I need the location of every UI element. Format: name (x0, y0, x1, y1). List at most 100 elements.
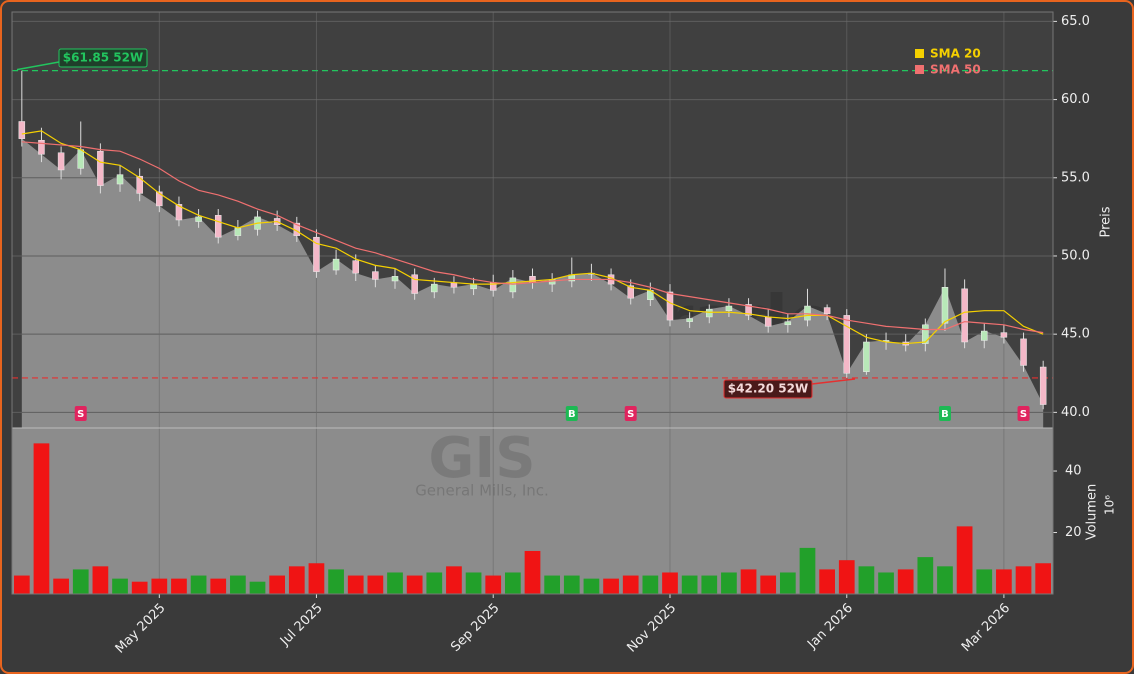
52w-high-arrow (16, 61, 60, 71)
signal-label: S (77, 409, 84, 420)
volume-bar (897, 569, 914, 594)
candle-body (116, 174, 124, 185)
candle-body (863, 341, 870, 372)
sma-line (21, 130, 1044, 345)
candle-body (195, 216, 202, 222)
candle-body (136, 175, 143, 194)
candle-body (332, 258, 340, 271)
volume-bar (878, 572, 894, 594)
candle-body (77, 149, 84, 169)
signal-label: S (1020, 409, 1027, 420)
candle-body (922, 324, 929, 344)
signal-marker (624, 406, 637, 421)
candle-body (38, 139, 45, 155)
volume-bar (406, 575, 423, 594)
volume-bar (485, 575, 502, 594)
volume-bar (33, 443, 50, 594)
candle-body (843, 315, 851, 374)
candle-body (1000, 332, 1008, 338)
volume-bar (446, 566, 462, 594)
volume-bar (779, 572, 796, 594)
volume-bar (740, 569, 757, 594)
plot-border (11, 11, 1054, 595)
volume-bar (131, 581, 148, 594)
volume-bar (230, 575, 246, 594)
volume-bar (72, 569, 89, 594)
volume-bar (328, 569, 344, 594)
volume-bar (760, 575, 777, 594)
candle-body (1020, 338, 1027, 366)
volume-bar (190, 575, 207, 594)
volume-bar (13, 575, 30, 594)
signal-marker (74, 406, 87, 421)
candle-body (352, 260, 359, 274)
volume-bar (367, 575, 384, 594)
candle-body (784, 321, 792, 326)
volume-bar (210, 578, 227, 594)
y-tick-label: 20 (1065, 525, 1082, 540)
volume-bar (505, 572, 521, 594)
candle-body (686, 318, 693, 322)
volume-bar (112, 578, 128, 594)
signal-marker (938, 406, 951, 421)
volume-bar (1035, 563, 1052, 594)
candle-body (156, 191, 163, 207)
candle-body (941, 286, 949, 324)
volume-bar (544, 575, 560, 594)
volume-bar (387, 572, 403, 594)
y-tick-label: 55.0 (1061, 170, 1090, 185)
volume-bar (347, 575, 364, 594)
candle-body (627, 285, 634, 299)
candle-body (411, 274, 418, 294)
volume-bar (838, 560, 855, 594)
volume-bar (662, 572, 678, 594)
y-tick-label: 40 (1065, 464, 1082, 479)
volume-bar (524, 550, 541, 594)
candle-body (1039, 366, 1047, 405)
candle-body (234, 227, 242, 236)
y-axis-unit: 10⁶ (1103, 495, 1117, 515)
y-axis-label: Preis (1099, 206, 1114, 237)
candle-body (706, 308, 713, 318)
volume-bar (917, 557, 934, 594)
volume-bar (701, 575, 718, 594)
signal-label: B (568, 409, 576, 420)
company-watermark: General Mills, Inc. (415, 482, 549, 500)
volume-bar (563, 575, 580, 594)
52w-low-box (723, 379, 813, 399)
volume-bar (288, 566, 305, 594)
signal-marker (565, 406, 578, 421)
candle-body (97, 150, 104, 186)
volume-bar (308, 563, 325, 594)
y-tick-label: 45.0 (1061, 327, 1090, 342)
candle-body (470, 283, 477, 290)
volume-bar (996, 569, 1012, 594)
legend-swatch (915, 65, 924, 74)
volume-bar (858, 566, 875, 594)
candle-body (391, 276, 399, 282)
y-tick-label: 40.0 (1061, 405, 1090, 420)
volume-bar (465, 572, 482, 594)
volume-bar (92, 566, 109, 594)
candle-body (313, 236, 320, 272)
y-tick-label: 65.0 (1061, 14, 1090, 29)
candle-body (823, 307, 831, 315)
52w-high-label: $61.85 52W (63, 51, 143, 65)
52w-low-arrow (811, 378, 856, 385)
legend-label: SMA 20 (930, 47, 981, 61)
volume-bar (937, 566, 953, 594)
ticker-watermark: GIS (428, 426, 535, 491)
candle-body (372, 271, 379, 280)
volume-bar (956, 526, 973, 594)
candle-body (431, 283, 438, 293)
y-tick-label: 50.0 (1061, 248, 1090, 263)
volume-bar (249, 581, 266, 594)
candle-body (961, 288, 968, 343)
candle-body (214, 215, 222, 238)
signal-label: B (941, 409, 949, 420)
52w-low-label: $42.20 52W (728, 382, 808, 396)
candle-body (175, 204, 183, 221)
volume-bar (426, 572, 443, 594)
legend-swatch (915, 49, 924, 58)
